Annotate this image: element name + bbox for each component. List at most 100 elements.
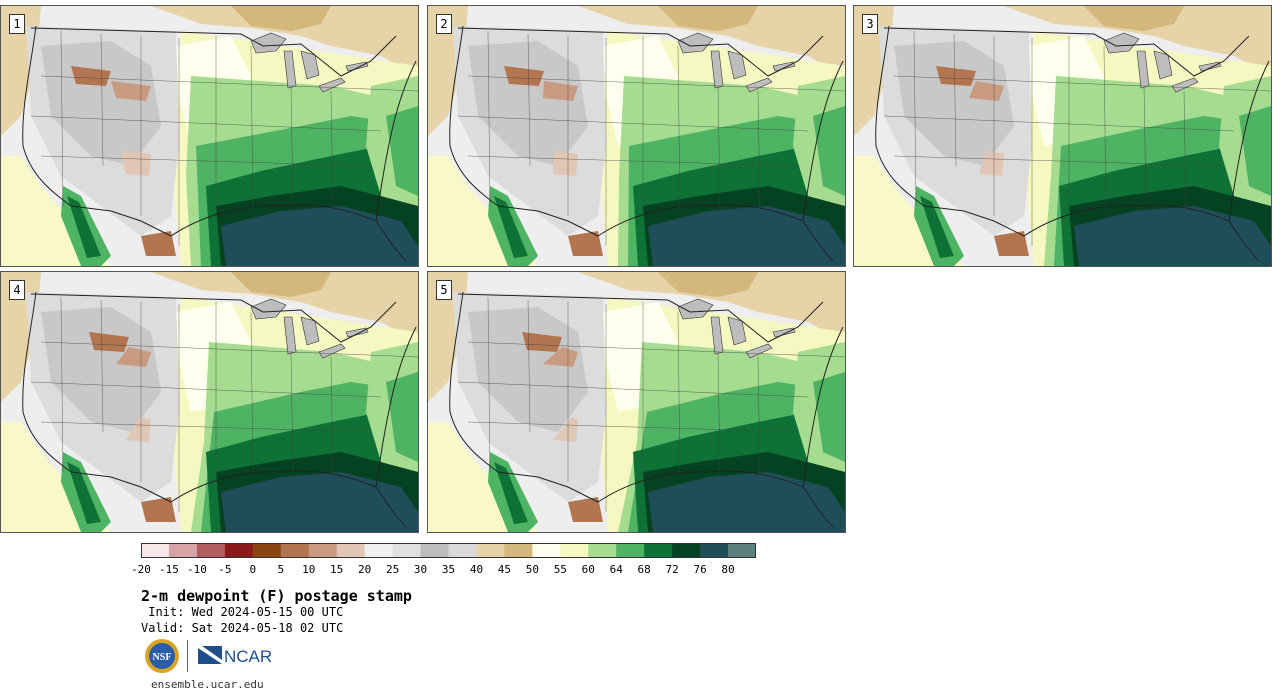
us-canada-border	[30, 27, 397, 77]
state-boundary	[717, 351, 721, 473]
state-boundary	[677, 45, 681, 212]
dry-spot-mexico	[568, 497, 603, 522]
state-boundary	[467, 155, 799, 167]
canada-dry-region	[578, 6, 845, 76]
state-boundary	[893, 75, 1271, 92]
colorbar-tick-label: 5	[277, 563, 285, 576]
west-coastline	[449, 25, 499, 207]
state-boundary	[467, 341, 845, 358]
state-boundary	[250, 45, 254, 212]
state-boundary	[330, 356, 334, 478]
colorbar-tick-label: 30	[413, 563, 428, 576]
colorbar-bin	[224, 543, 254, 558]
colorbar-bin	[420, 543, 449, 558]
logo-divider	[187, 640, 188, 672]
colorbar-bin	[476, 543, 505, 558]
lake-ontario	[345, 327, 369, 338]
dry-spot-colorado	[116, 347, 151, 367]
dewpoint-map	[428, 6, 845, 266]
colorbar-bin	[644, 543, 673, 558]
colorbar-bin	[532, 543, 561, 558]
dry-spot-wyoming	[522, 332, 562, 352]
state-boundary	[893, 155, 1225, 167]
lake-ontario	[772, 327, 796, 338]
dry-spot-new-mexico	[126, 417, 151, 442]
colorbar-bin	[448, 543, 477, 558]
lake-ontario	[772, 61, 796, 72]
atlantic-64-band	[813, 372, 845, 462]
colorbar-bin	[252, 543, 282, 558]
dry-spot-mexico	[568, 231, 603, 256]
state-boundary	[40, 75, 418, 92]
state-boundary	[1103, 45, 1107, 212]
colorbar-tick-label: 45	[497, 563, 512, 576]
state-boundary	[527, 33, 531, 167]
state-boundary	[527, 299, 531, 433]
lake-erie	[318, 343, 346, 359]
dewpoint-map	[1, 272, 418, 532]
gulf-of-mexico	[648, 472, 845, 532]
colorbar-tick-label: 64	[609, 563, 623, 576]
atlantic-coastline	[802, 60, 844, 222]
dry-spot-colorado	[543, 347, 578, 367]
canada-dry-core	[658, 272, 758, 297]
colorbar-bin	[308, 543, 338, 558]
dewpoint-map	[1, 6, 418, 266]
state-boundary	[40, 341, 418, 358]
west-coastline	[875, 25, 925, 207]
colorbar-tick-label: -15	[159, 563, 179, 576]
state-boundary	[487, 30, 491, 207]
dry-spot-new-mexico	[553, 151, 578, 176]
lake-erie	[745, 77, 773, 93]
colorbar-tick-label: -5	[218, 563, 232, 576]
baja-moist-core	[494, 462, 528, 524]
gulf-of-mexico	[221, 206, 418, 266]
baja-moist-core	[920, 196, 954, 258]
site-url: ensemble.ucar.edu	[151, 678, 264, 691]
colorbar-tick-label: -10	[186, 563, 207, 576]
state-boundary	[330, 90, 334, 212]
colorbar-tick-label: 25	[385, 563, 400, 576]
colorbar-tick-label: 68	[637, 563, 651, 576]
state-boundary	[883, 115, 1235, 132]
dry-spot-new-mexico	[121, 151, 151, 176]
west-very-dry	[41, 41, 161, 166]
colorbar-bin	[168, 543, 198, 558]
dry-spot-mexico	[994, 231, 1029, 256]
west-very-dry	[894, 41, 1014, 166]
state-boundary	[487, 296, 491, 473]
valid-time: Valid: Sat 2024-05-18 02 UTC	[141, 621, 344, 635]
member-label: 3	[862, 14, 878, 34]
atlantic-64-band	[386, 106, 418, 196]
member-label: 5	[436, 280, 452, 300]
state-boundary	[60, 296, 64, 473]
lake-erie	[1171, 77, 1199, 93]
lake-erie	[745, 343, 773, 359]
state-boundary	[757, 356, 761, 478]
colorbar-bin	[336, 543, 366, 558]
state-boundary	[757, 90, 761, 212]
colorbar-outline	[141, 543, 756, 558]
state-boundary	[1143, 85, 1147, 207]
state-boundary	[250, 311, 254, 478]
us-mexico-border	[497, 205, 599, 237]
state-boundary	[40, 155, 372, 167]
atlantic-coastline	[375, 326, 417, 488]
colorbar-bin	[672, 543, 701, 558]
colorbar-tick-label: -20	[131, 563, 151, 576]
dry-spot-colorado	[969, 81, 1004, 101]
canada-dry-region	[578, 272, 845, 342]
west-coastline	[449, 291, 499, 473]
state-boundary	[467, 75, 845, 92]
member-label: 2	[436, 14, 452, 34]
state-boundary	[100, 299, 104, 433]
colorbar-bin	[504, 543, 533, 558]
state-boundary	[30, 381, 382, 398]
colorbar-tick-label: 40	[469, 563, 484, 576]
lake-huron	[727, 50, 747, 80]
colorbar-bin	[700, 543, 729, 558]
colorbar-tick-label: 50	[525, 563, 539, 576]
stamp-map-3: 3	[853, 5, 1272, 267]
us-mexico-border	[923, 205, 1025, 237]
colorbar-tick-label: 60	[581, 563, 595, 576]
